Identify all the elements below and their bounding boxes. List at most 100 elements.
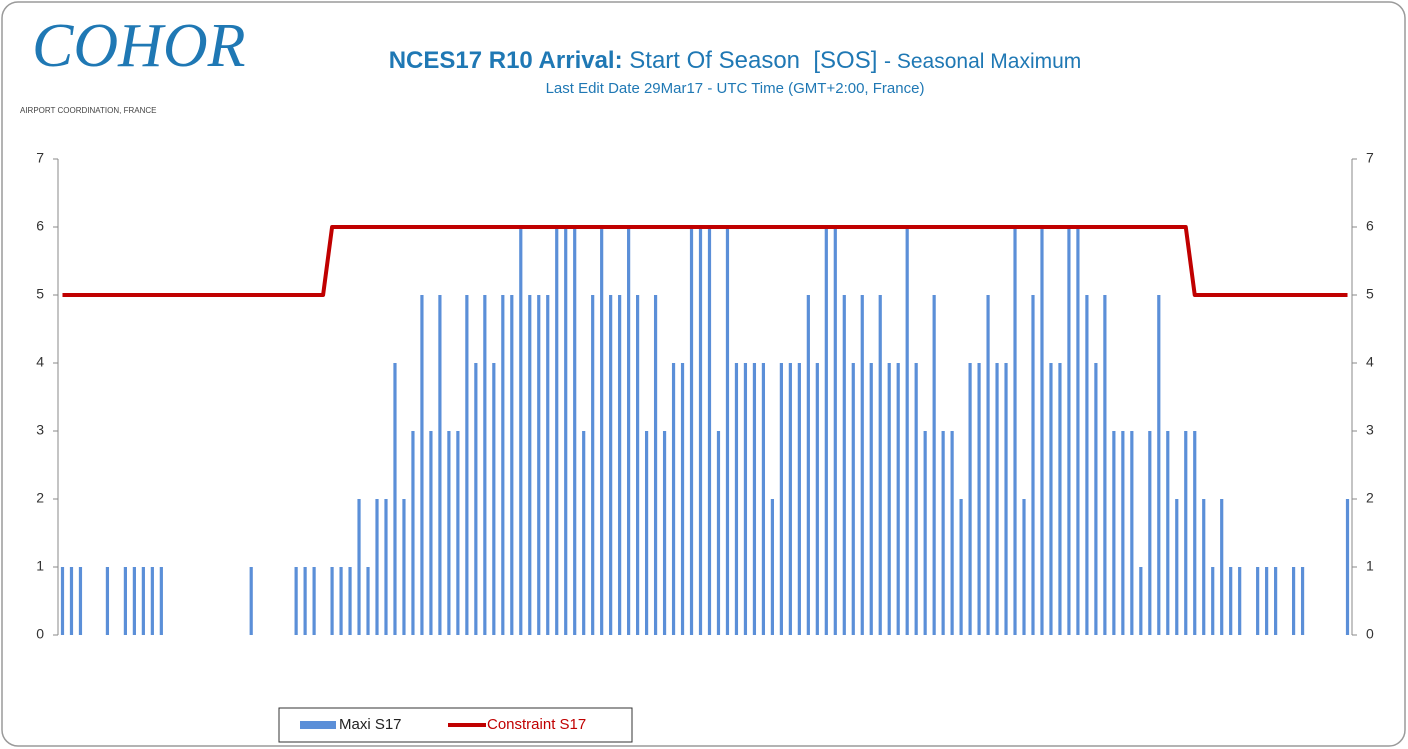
bar bbox=[779, 363, 783, 635]
bar bbox=[851, 363, 855, 635]
y2-tick-label: 2 bbox=[1366, 490, 1374, 506]
bar bbox=[752, 363, 757, 635]
y2-tick-label: 4 bbox=[1366, 354, 1374, 370]
bar bbox=[564, 227, 568, 635]
bar bbox=[69, 567, 74, 635]
bar bbox=[1058, 363, 1062, 635]
bar bbox=[105, 567, 110, 635]
bar bbox=[348, 567, 352, 635]
bar bbox=[1256, 567, 1260, 635]
bar bbox=[1274, 567, 1278, 635]
bar bbox=[402, 499, 406, 635]
bar bbox=[797, 363, 801, 635]
bar bbox=[150, 567, 154, 635]
bar bbox=[546, 295, 550, 635]
bar bbox=[1112, 431, 1116, 635]
bar bbox=[1184, 431, 1188, 635]
y-tick-label: 0 bbox=[36, 626, 44, 642]
bar bbox=[600, 227, 604, 635]
logo-tagline: AIRPORT COORDINATION, FRANCE bbox=[20, 106, 156, 115]
bar bbox=[1291, 567, 1296, 635]
bar bbox=[725, 227, 730, 635]
bar bbox=[968, 363, 972, 635]
bar bbox=[1238, 567, 1242, 635]
bar bbox=[465, 295, 469, 635]
legend-label: Maxi S17 bbox=[339, 716, 402, 733]
bar bbox=[680, 363, 685, 635]
bar bbox=[905, 227, 909, 635]
bar bbox=[528, 295, 532, 635]
y-tick-label: 7 bbox=[36, 150, 44, 166]
y2-tick-label: 3 bbox=[1366, 422, 1374, 438]
bar bbox=[375, 499, 379, 635]
bar bbox=[636, 295, 640, 635]
bar bbox=[716, 431, 721, 635]
bar bbox=[384, 499, 388, 635]
bar bbox=[959, 499, 963, 635]
bar bbox=[582, 431, 586, 635]
bar bbox=[734, 363, 739, 635]
bar bbox=[303, 567, 307, 635]
bar bbox=[1049, 363, 1053, 635]
bar bbox=[1013, 227, 1017, 635]
y2-tick-label: 1 bbox=[1366, 558, 1374, 574]
chart-title: NCES17 R10 Arrival: Start Of Season [SOS… bbox=[389, 47, 1082, 74]
bar bbox=[519, 227, 523, 635]
legend: Maxi S17 Constraint S17 bbox=[278, 707, 633, 743]
bar bbox=[123, 567, 127, 635]
bar bbox=[950, 431, 954, 635]
bar bbox=[1130, 431, 1134, 635]
bar bbox=[1157, 295, 1161, 635]
bar bbox=[510, 295, 514, 635]
bar bbox=[474, 363, 478, 635]
bar bbox=[1175, 499, 1179, 635]
bar bbox=[429, 431, 433, 635]
bar bbox=[743, 363, 748, 635]
bar bbox=[1031, 295, 1035, 635]
y-tick-label: 1 bbox=[36, 558, 44, 574]
bar bbox=[456, 431, 460, 635]
bar bbox=[1004, 363, 1008, 635]
bar bbox=[941, 431, 945, 635]
bar bbox=[815, 363, 819, 635]
bar bbox=[1040, 227, 1044, 635]
chart-subtitle: Last Edit Date 29Mar17 - UTC Time (GMT+2… bbox=[546, 80, 925, 97]
bar bbox=[698, 227, 703, 635]
bar bbox=[1103, 295, 1107, 635]
y2-tick-label: 6 bbox=[1366, 218, 1374, 234]
bar bbox=[806, 295, 810, 635]
bar bbox=[573, 227, 577, 635]
y2-tick-label: 7 bbox=[1366, 150, 1374, 166]
bar bbox=[869, 363, 873, 635]
bar bbox=[1148, 431, 1152, 635]
bar bbox=[986, 295, 990, 635]
bar bbox=[1121, 431, 1125, 635]
bar bbox=[627, 227, 631, 635]
bar bbox=[1139, 567, 1143, 635]
bar bbox=[78, 567, 83, 635]
bar bbox=[555, 227, 559, 635]
bar bbox=[662, 431, 667, 635]
bar bbox=[644, 431, 649, 635]
bar bbox=[860, 295, 864, 635]
legend-label: Constraint S17 bbox=[487, 716, 586, 733]
bar bbox=[788, 363, 792, 635]
bar bbox=[824, 227, 828, 635]
bar bbox=[707, 227, 712, 635]
bar bbox=[1345, 499, 1350, 635]
bar bbox=[1094, 363, 1098, 635]
bar bbox=[1067, 227, 1071, 635]
bar bbox=[1022, 499, 1026, 635]
bar bbox=[887, 363, 891, 635]
y-tick-label: 6 bbox=[36, 218, 44, 234]
bar bbox=[914, 363, 918, 635]
bar bbox=[770, 499, 774, 635]
bar bbox=[249, 567, 253, 635]
bar bbox=[438, 295, 442, 635]
bar bbox=[447, 431, 451, 635]
bar bbox=[60, 567, 65, 635]
bar bbox=[1202, 499, 1206, 635]
bar bbox=[366, 567, 370, 635]
